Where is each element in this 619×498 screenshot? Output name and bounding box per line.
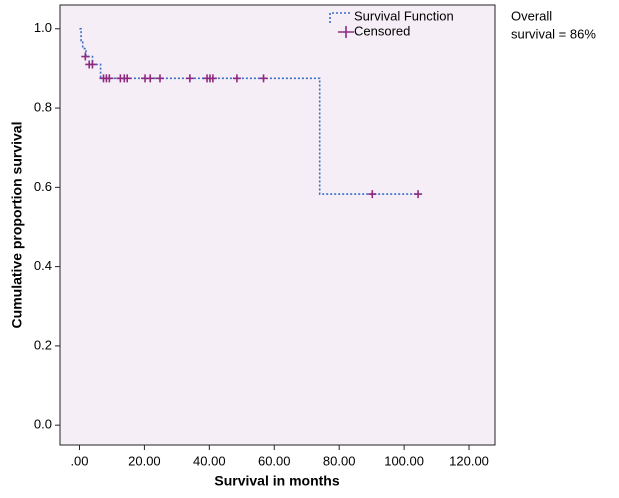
- y-tick-label: 0.8: [34, 100, 52, 115]
- censored-mark: [88, 60, 97, 69]
- censored-mark: [368, 190, 377, 199]
- censored-mark: [123, 74, 132, 83]
- censored-mark: [259, 74, 268, 83]
- annotation: Overall: [511, 8, 552, 23]
- legend-marker: [338, 26, 354, 38]
- legend-label: Survival Function: [354, 8, 454, 23]
- x-axis-title: Survival in months: [214, 473, 339, 489]
- legend-line: [329, 12, 352, 23]
- y-tick-label: 1.0: [34, 20, 52, 35]
- y-tick-label: 0.6: [34, 179, 52, 194]
- x-tick-label: .00: [70, 453, 88, 468]
- censored-mark: [81, 52, 90, 61]
- x-tick-label: 60.00: [258, 453, 291, 468]
- x-tick-label: 40.00: [193, 453, 226, 468]
- annotation: survival = 86%: [511, 26, 596, 41]
- x-tick-label: 80.00: [323, 453, 356, 468]
- y-tick-label: 0.4: [34, 258, 52, 273]
- censored-mark: [155, 74, 164, 83]
- x-tick-label: 120.00: [449, 453, 489, 468]
- censored-mark: [185, 74, 194, 83]
- x-tick-label: 100.00: [384, 453, 424, 468]
- y-axis-title: Cumulative proportion survival: [9, 122, 25, 329]
- censored-mark: [208, 74, 217, 83]
- censored-mark: [146, 74, 155, 83]
- y-tick-label: 0.2: [34, 337, 52, 352]
- x-tick-label: 20.00: [128, 453, 161, 468]
- censored-mark: [232, 74, 241, 83]
- censored-mark: [414, 190, 423, 199]
- y-tick-label: 0.0: [34, 417, 52, 432]
- legend-label: Censored: [354, 23, 410, 38]
- censored-mark: [105, 74, 114, 83]
- plot-area: [59, 4, 496, 446]
